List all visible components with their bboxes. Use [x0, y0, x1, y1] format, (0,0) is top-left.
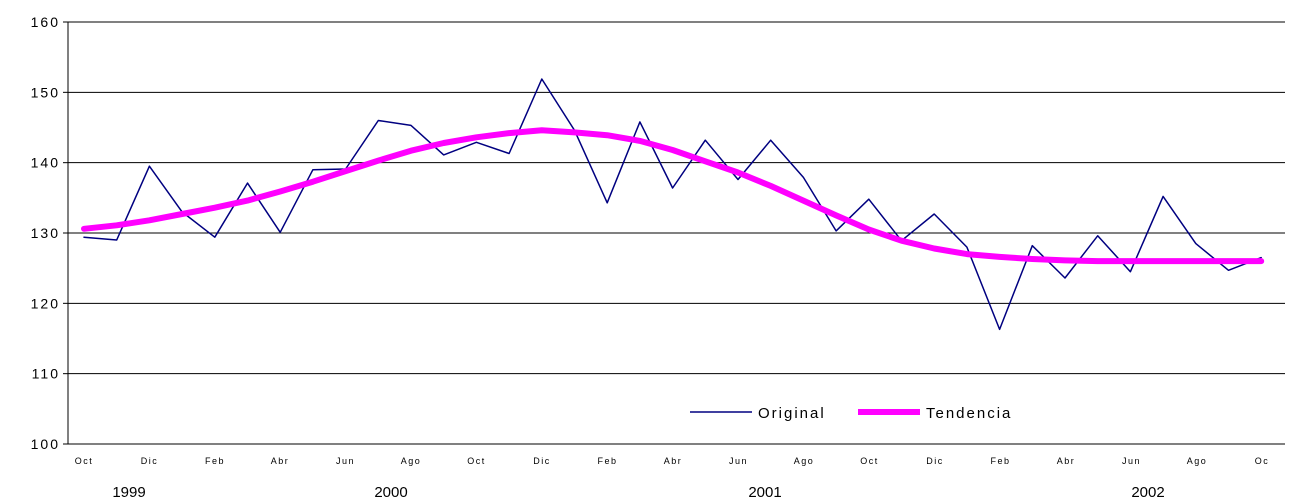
year-label: 2000 — [374, 484, 407, 500]
x-tick-label: Ago — [1187, 456, 1208, 466]
legend-label-original: Original — [758, 405, 826, 422]
x-tick-label: Ago — [794, 456, 815, 466]
year-label: 1999 — [112, 484, 145, 500]
year-label: 2001 — [748, 484, 781, 500]
x-tick-label: Ago — [401, 456, 422, 466]
year-labels: 1999 2000 2001 2002 — [112, 484, 1164, 500]
x-tick-label: Oc — [1255, 456, 1270, 466]
series-line-tendencia — [81, 127, 1265, 265]
y-tick-label: 120 — [31, 295, 60, 311]
x-tick-label: Dic — [926, 456, 944, 466]
x-tick-label: Jun — [729, 456, 748, 466]
x-tick-label: Dic — [533, 456, 551, 466]
gridlines — [63, 21, 1285, 445]
y-tick-label: 150 — [31, 84, 60, 100]
legend: Original Tendencia — [690, 405, 1012, 422]
x-tick-label: Abr — [664, 456, 683, 466]
x-tick-label: Jun — [336, 456, 355, 466]
series-lines — [81, 78, 1265, 331]
y-tick-label: 110 — [32, 366, 60, 382]
x-tick-label: Oct — [467, 456, 486, 466]
x-tick-label: Feb — [205, 456, 225, 466]
year-label: 2002 — [1131, 484, 1164, 500]
y-axis-ticks: 100 110 120 130 140 150 160 — [31, 14, 60, 452]
x-tick-label: Feb — [990, 456, 1010, 466]
legend-label-tendencia: Tendencia — [926, 405, 1012, 422]
x-tick-label: Oct — [75, 456, 94, 466]
x-tick-label: Feb — [597, 456, 617, 466]
y-tick-label: 130 — [31, 225, 60, 241]
x-tick-label: Oct — [860, 456, 879, 466]
x-axis-ticks: Oct Dic Feb Abr Jun Ago Oct Dic Feb Abr Jun Ago Oct D… — [75, 456, 1270, 466]
x-tick-label: Abr — [1057, 456, 1076, 466]
x-tick-label: Jun — [1122, 456, 1141, 466]
y-tick-label: 140 — [31, 155, 60, 171]
x-tick-label: Dic — [141, 456, 159, 466]
y-tick-label: 100 — [31, 436, 60, 452]
y-tick-label: 160 — [31, 14, 60, 30]
series-line-original — [83, 78, 1262, 331]
x-tick-label: Abr — [271, 456, 290, 466]
